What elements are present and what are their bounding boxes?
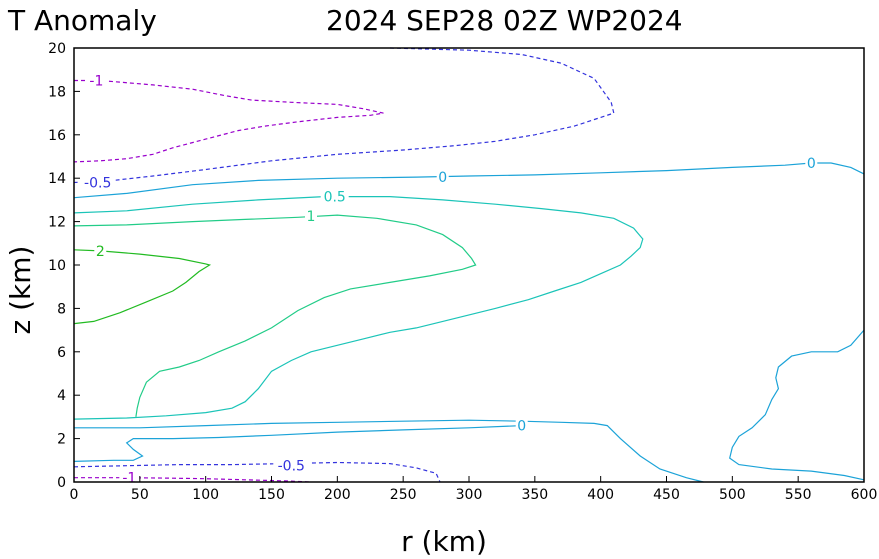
y-tick-label: 6	[57, 345, 66, 361]
contour-label: -1	[122, 471, 136, 487]
x-axis-label: r (km)	[401, 525, 487, 558]
x-axis: 0 50 100 150 200 250 300 350 400 450 500 550 600	[70, 476, 878, 503]
x-tick-label: 400	[587, 487, 614, 503]
contour-label-bg	[79, 174, 116, 191]
contour-line-0p5-8	[73, 196, 644, 420]
contour-line--0p5-2	[73, 47, 615, 184]
contour-label: 0.5	[324, 190, 346, 206]
contour-label-bg	[273, 457, 310, 474]
y-axis: 0 2 4 6 8 10 12 14 16 18 20	[48, 41, 80, 491]
contour-label: 1	[307, 209, 316, 225]
x-tick-label: 0	[70, 487, 79, 503]
contour-label-bg	[320, 188, 349, 205]
y-tick-label: 14	[48, 171, 66, 187]
x-tick-label: 200	[324, 487, 351, 503]
x-tick-label: 450	[653, 487, 680, 503]
contour-label-bg	[86, 72, 107, 89]
x-tick-label: 350	[521, 487, 548, 503]
y-tick-label: 18	[48, 84, 66, 100]
contour-line-2-10	[73, 249, 212, 325]
chart-title-left: T Anomaly	[7, 4, 157, 37]
contour-line--1-0	[73, 79, 384, 163]
y-tick-label: 2	[57, 432, 66, 448]
contour-line-1-9	[73, 214, 477, 417]
contour-label: -1	[89, 74, 103, 90]
x-tick-label: 300	[456, 487, 483, 503]
y-tick-label: 16	[48, 128, 66, 144]
plot-frame	[73, 47, 865, 483]
contour-labels: -1 -1 -0.5 -0.5 0 0 0 0.5 1 2	[79, 72, 818, 487]
x-tick-label: 250	[390, 487, 417, 503]
contour-line-0-5	[74, 419, 704, 483]
y-axis-label: z (km)	[4, 246, 37, 335]
contour-label-bg	[94, 242, 107, 259]
contour-line-0-4	[73, 162, 865, 199]
contour-label-bg	[305, 208, 317, 225]
x-tick-label: 500	[719, 487, 746, 503]
contour-line-0-6	[73, 425, 522, 462]
y-tick-label: 8	[57, 301, 66, 317]
y-tick-label: 0	[57, 475, 66, 491]
y-tick-label: 10	[48, 258, 66, 274]
y-tick-label: 4	[57, 388, 66, 404]
x-tick-label: 600	[851, 487, 878, 503]
contour-line-0-7	[729, 329, 865, 481]
chart-title-right: 2024 SEP28 02Z WP2024	[326, 4, 683, 37]
contour-label: 2	[96, 244, 105, 260]
contour-label-bg	[515, 417, 528, 434]
contour-lines	[73, 47, 865, 483]
x-tick-label: 150	[258, 487, 285, 503]
contour-label: 0	[438, 170, 447, 186]
x-tick-label: 50	[131, 487, 149, 503]
contour-line--0p5-3	[73, 461, 441, 483]
x-tick-label: 100	[192, 487, 219, 503]
y-tick-label: 12	[48, 215, 66, 231]
contour-label: -0.5	[84, 176, 111, 192]
contour-label: 0	[807, 156, 816, 172]
contour-label-bg	[436, 169, 449, 186]
contour-label: 0	[517, 419, 526, 435]
y-tick-label: 20	[48, 41, 66, 57]
contour-label: -0.5	[278, 459, 305, 475]
contour-label-bg	[805, 155, 818, 171]
x-tick-label: 550	[785, 487, 812, 503]
